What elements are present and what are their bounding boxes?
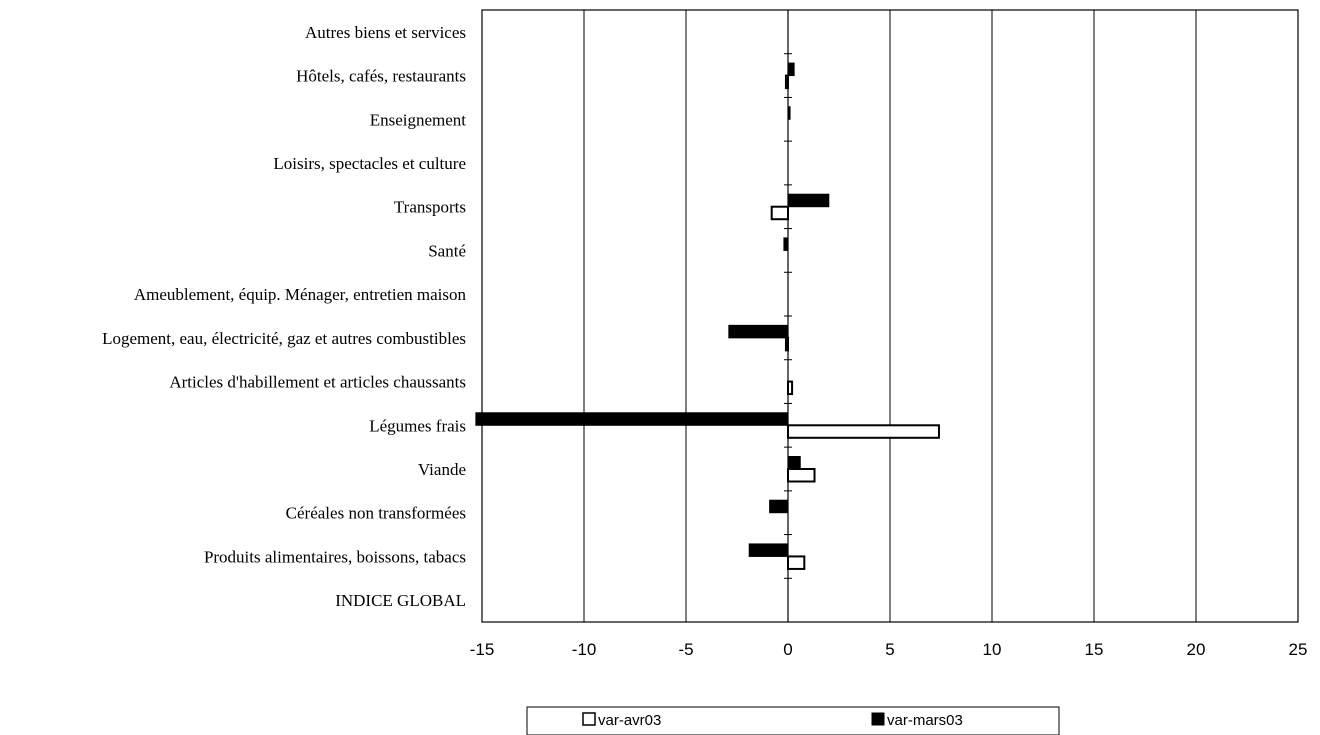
category-label: Enseignement [370,110,467,129]
bar-var-mars03 [728,324,789,339]
category-labels: INDICE GLOBAL Produits alimentaires, bois… [102,23,466,610]
category-label: Santé [428,241,466,260]
legend-box [526,706,1060,735]
bar-var-avr03 [787,424,940,439]
plot-area [475,9,1299,623]
category-label: Articles d'habillement et articles chaus… [169,373,466,392]
legend-swatch-var-avr03 [582,712,596,726]
bar-var-mars03 [787,193,830,208]
x-tick-label: -5 [678,640,693,659]
x-tick-label: 25 [1289,640,1308,659]
plot-border [481,9,1299,623]
category-label: Loisirs, spectacles et culture [273,154,466,173]
category-label: Transports [394,198,466,217]
category-label: Autres biens et services [305,23,466,42]
category-label: Produits alimentaires, boissons, tabacs [204,547,466,566]
category-label: INDICE GLOBAL [335,591,466,610]
legend-label-var-avr03: var-avr03 [598,712,661,729]
bar-var-mars03 [787,62,795,77]
x-tick-label: -15 [470,640,495,659]
category-label: Ameublement, équip. Ménager, entretien m… [134,285,467,304]
category-label: Légumes frais [369,416,466,435]
x-tick-label: 20 [1187,640,1206,659]
legend: var-avr03 var-mars03 [526,706,1060,735]
category-label: Céréales non transformées [286,504,466,523]
bar-var-mars03 [783,237,789,251]
x-tick-label: 5 [885,640,894,659]
bar-var-mars03 [748,543,789,557]
category-label: Viande [418,460,466,479]
bar-var-avr03 [787,555,806,570]
category-label: Hôtels, cafés, restaurants [296,67,466,86]
legend-label-var-mars03: var-mars03 [887,712,963,729]
bar-var-avr03 [770,205,789,221]
bar-var-avr03 [784,336,790,352]
x-tick-label: 0 [783,640,792,659]
x-tick-label: 15 [1085,640,1104,659]
legend-swatch-var-mars03 [871,712,885,726]
bar-var-mars03 [787,106,791,120]
x-tick-label: -10 [572,640,597,659]
bar-var-avr03 [787,468,816,483]
bar-var-avr03 [784,74,790,90]
bar-var-mars03 [787,456,801,470]
x-tick-label: 10 [983,640,1002,659]
bar-var-mars03 [475,412,789,426]
bar-var-mars03 [769,499,789,514]
bar-var-avr03 [787,380,794,396]
category-label: Logement, eau, électricité, gaz et autre… [102,329,466,348]
x-tick-labels: -15 -10 -5 0 5 10 15 20 25 [470,640,1308,659]
